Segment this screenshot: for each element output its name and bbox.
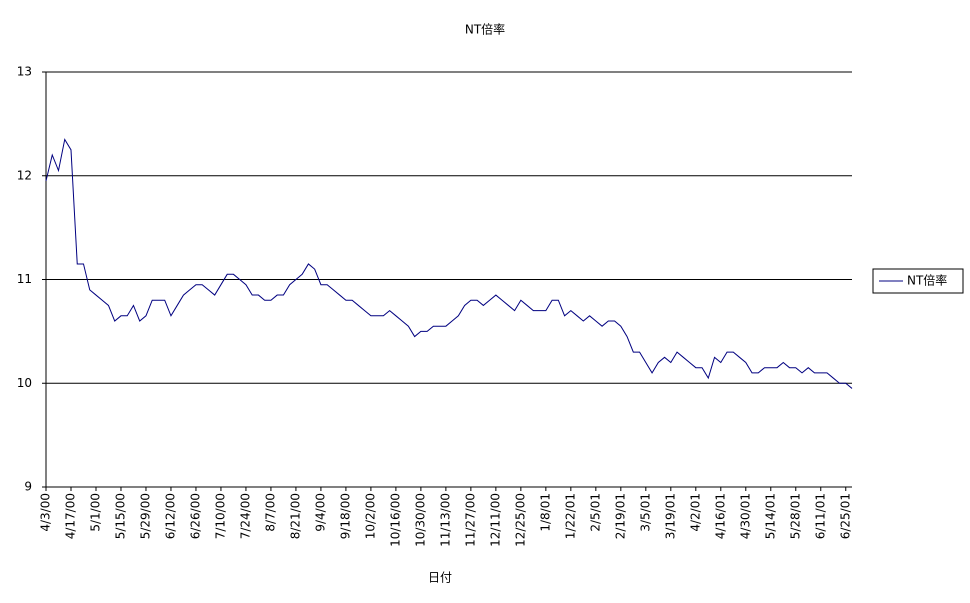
x-tick-label: 2/19/01 — [613, 493, 627, 539]
x-tick-label: 6/25/01 — [838, 493, 852, 539]
x-tick-label: 1/22/01 — [563, 493, 577, 539]
y-tick-label: 12 — [17, 168, 32, 182]
chart-title: NT倍率 — [465, 22, 505, 37]
x-tick-label: 12/11/00 — [488, 493, 502, 547]
x-tick-label: 7/10/00 — [213, 493, 227, 539]
x-tick-label: 5/15/00 — [113, 493, 127, 539]
y-tick-label: 13 — [17, 65, 32, 79]
x-tick-label: 4/17/00 — [63, 493, 77, 539]
x-tick-label: 8/7/00 — [263, 493, 277, 532]
x-axis-title: 日付 — [428, 571, 452, 585]
x-tick-label: 4/30/01 — [738, 493, 752, 539]
x-tick-label: 5/1/00 — [88, 493, 102, 532]
x-tick-label: 6/11/01 — [813, 493, 827, 539]
x-tick-label: 3/19/01 — [663, 493, 677, 539]
line-series — [45, 138, 853, 389]
x-tick-label: 2/5/01 — [588, 493, 602, 532]
x-tick-label: 10/30/00 — [413, 493, 427, 547]
y-tick-label: 11 — [17, 272, 32, 286]
x-tick-label: 5/14/01 — [763, 493, 777, 539]
x-tick-label: 11/13/00 — [438, 493, 452, 547]
x-tick-label: 5/29/00 — [138, 493, 152, 539]
x-tick-label: 7/24/00 — [238, 493, 252, 539]
x-tick-label: 10/2/00 — [363, 493, 377, 539]
x-tick-label: 11/27/00 — [463, 493, 477, 547]
x-tick-label: 4/16/01 — [713, 493, 727, 539]
x-tick-label: 1/8/01 — [538, 493, 552, 532]
x-tick-label: 10/16/00 — [388, 493, 402, 547]
x-tick-label: 5/28/01 — [788, 493, 802, 539]
y-tick-label: 9 — [24, 480, 32, 494]
x-tick-label: 12/25/00 — [513, 493, 527, 547]
x-tick-label: 6/12/00 — [163, 493, 177, 539]
x-tick-label: 9/18/00 — [338, 493, 352, 539]
x-tick-label: 8/21/00 — [288, 493, 302, 539]
y-tick-label: 10 — [17, 376, 32, 390]
x-tick-label: 4/3/00 — [39, 493, 53, 532]
x-tick-label: 6/26/00 — [188, 493, 202, 539]
x-tick-label: 3/5/01 — [638, 493, 652, 532]
x-tick-label: 9/4/00 — [313, 493, 327, 532]
x-tick-label: 4/2/01 — [688, 493, 702, 532]
legend-label: NT倍率 — [907, 273, 947, 288]
